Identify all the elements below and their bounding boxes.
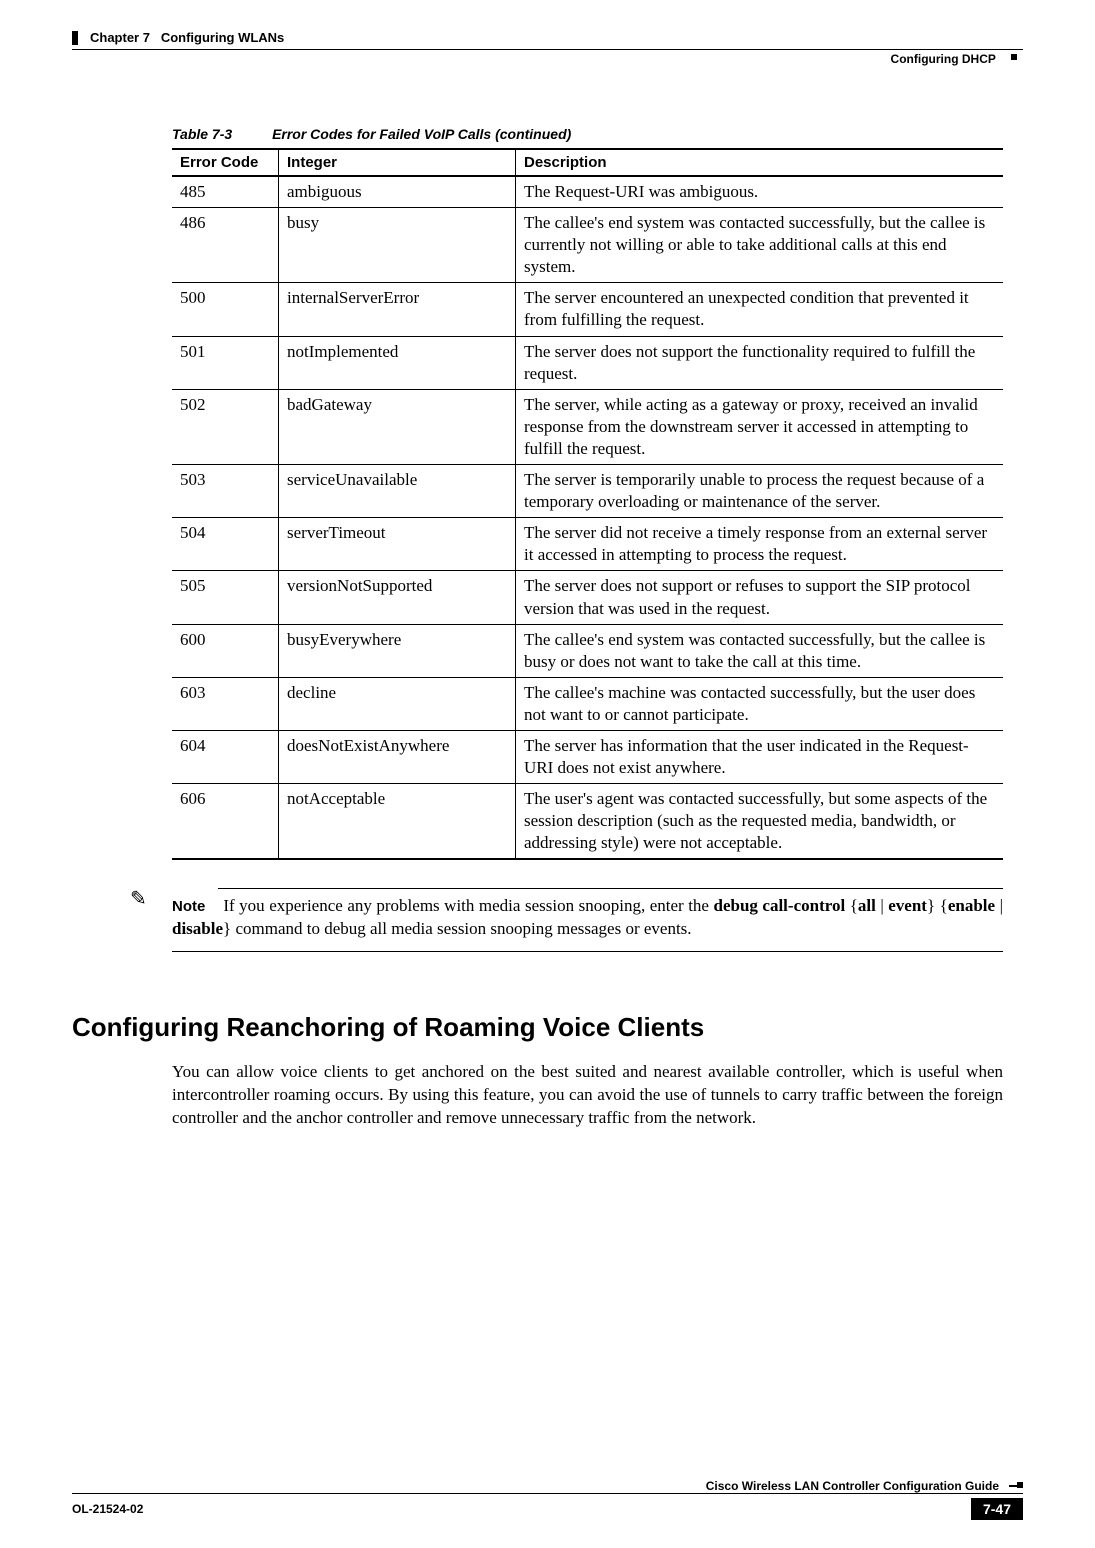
table-row: 503serviceUnavailableThe server is tempo… [172,465,1003,518]
footer-rule [72,1493,1023,1494]
page-number-tab: 7-47 [971,1498,1023,1520]
col-header-error-code: Error Code [172,149,279,176]
cell-desc: The server did not receive a timely resp… [516,518,1004,571]
table-title: Error Codes for Failed VoIP Calls (conti… [272,126,571,142]
cell-desc: The server does not support the function… [516,336,1004,389]
cell-code: 501 [172,336,279,389]
cell-code: 600 [172,624,279,677]
cell-int: internalServerError [279,283,516,336]
chapter-sep [150,30,161,45]
note-opt: enable [948,896,995,915]
note-text: Note If you experience any problems with … [172,895,1003,941]
error-codes-table: Error Code Integer Description 485ambigu… [172,148,1003,860]
table-row: 603declineThe callee's machine was conta… [172,677,1003,730]
header-right: Configuring DHCP [72,52,1023,66]
table-row: 502badGatewayThe server, while acting as… [172,389,1003,464]
note-post: command to debug all media session snoop… [231,919,691,938]
chapter-number: Chapter 7 [90,30,150,45]
header-deco-icon [1011,54,1023,66]
cell-int: versionNotSupported [279,571,516,624]
chapter-title: Configuring WLANs [161,30,284,45]
cell-desc: The callee's end system was contacted su… [516,208,1004,283]
cell-code: 503 [172,465,279,518]
table-row: 505versionNotSupportedThe server does no… [172,571,1003,624]
page-header: Chapter 7 Configuring WLANs [72,30,1023,45]
cell-code: 606 [172,784,279,860]
note-rule-top [218,888,1003,889]
table-row: 501notImplementedThe server does not sup… [172,336,1003,389]
section-right-label: Configuring DHCP [891,52,996,66]
page-footer: Cisco Wireless LAN Controller Configurat… [72,1479,1023,1520]
footer-deco-icon [1009,1481,1023,1491]
cell-int: badGateway [279,389,516,464]
footer-row-2: OL-21524-02 7-47 [72,1498,1023,1520]
header-left: Chapter 7 Configuring WLANs [72,30,284,45]
cell-code: 486 [172,208,279,283]
table-row: 485ambiguousThe Request-URI was ambiguou… [172,176,1003,208]
cell-code: 505 [172,571,279,624]
footer-guide-title: Cisco Wireless LAN Controller Configurat… [72,1479,999,1493]
cell-desc: The server has information that the user… [516,730,1004,783]
note-opt: all [858,896,876,915]
note-label: Note [172,898,205,915]
note-sep: | [876,896,888,915]
cell-code: 604 [172,730,279,783]
table-number: Table 7-3 [172,126,232,142]
note-opt: disable [172,919,223,938]
note-brace: } { [927,896,948,915]
section-body: You can allow voice clients to get ancho… [172,1061,1003,1130]
col-header-integer: Integer [279,149,516,176]
header-bar-icon [72,31,78,45]
page: Chapter 7 Configuring WLANs Configuring … [0,0,1095,1548]
table-row: 606notAcceptableThe user's agent was con… [172,784,1003,860]
note-sep: | [995,896,1003,915]
note-brace: { [845,896,858,915]
cell-int: serviceUnavailable [279,465,516,518]
cell-int: ambiguous [279,176,516,208]
cell-int: doesNotExistAnywhere [279,730,516,783]
cell-code: 502 [172,389,279,464]
note-brace: } [223,919,231,938]
note-opt: event [888,896,927,915]
cell-desc: The server is temporarily unable to proc… [516,465,1004,518]
cell-desc: The callee's machine was contacted succe… [516,677,1004,730]
col-header-description: Description [516,149,1004,176]
cell-code: 603 [172,677,279,730]
section-heading: Configuring Reanchoring of Roaming Voice… [72,1012,1003,1043]
cell-desc: The server does not support or refuses t… [516,571,1004,624]
table-body: 485ambiguousThe Request-URI was ambiguou… [172,176,1003,859]
footer-row-1: Cisco Wireless LAN Controller Configurat… [72,1479,1023,1493]
cell-code: 500 [172,283,279,336]
cell-int: decline [279,677,516,730]
table-row: 600busyEverywhereThe callee's end system… [172,624,1003,677]
note-rule-bottom [172,951,1003,952]
table-row: 504serverTimeoutThe server did not recei… [172,518,1003,571]
footer-doc-number: OL-21524-02 [72,1502,143,1516]
note-cmd: debug call-control [713,896,845,915]
cell-desc: The Request-URI was ambiguous. [516,176,1004,208]
cell-int: serverTimeout [279,518,516,571]
cell-int: busy [279,208,516,283]
table-row: 486busyThe callee's end system was conta… [172,208,1003,283]
cell-code: 504 [172,518,279,571]
cell-code: 485 [172,176,279,208]
content-area: Table 7-3 Error Codes for Failed VoIP Ca… [172,126,1003,1130]
header-rule [72,49,1023,50]
note-block: ✎ NoteIf you experience any problems wit… [172,888,1003,952]
note-pen-icon: ✎ [130,886,147,911]
note-pre: If you experience any problems with medi… [223,896,713,915]
table-header-row: Error Code Integer Description [172,149,1003,176]
cell-int: notAcceptable [279,784,516,860]
cell-desc: The callee's end system was contacted su… [516,624,1004,677]
table-caption: Table 7-3 Error Codes for Failed VoIP Ca… [172,126,1003,142]
cell-int: busyEverywhere [279,624,516,677]
cell-int: notImplemented [279,336,516,389]
cell-desc: The server, while acting as a gateway or… [516,389,1004,464]
cell-desc: The server encountered an unexpected con… [516,283,1004,336]
table-row: 604doesNotExistAnywhereThe server has in… [172,730,1003,783]
table-row: 500internalServerErrorThe server encount… [172,283,1003,336]
cell-desc: The user's agent was contacted successfu… [516,784,1004,860]
